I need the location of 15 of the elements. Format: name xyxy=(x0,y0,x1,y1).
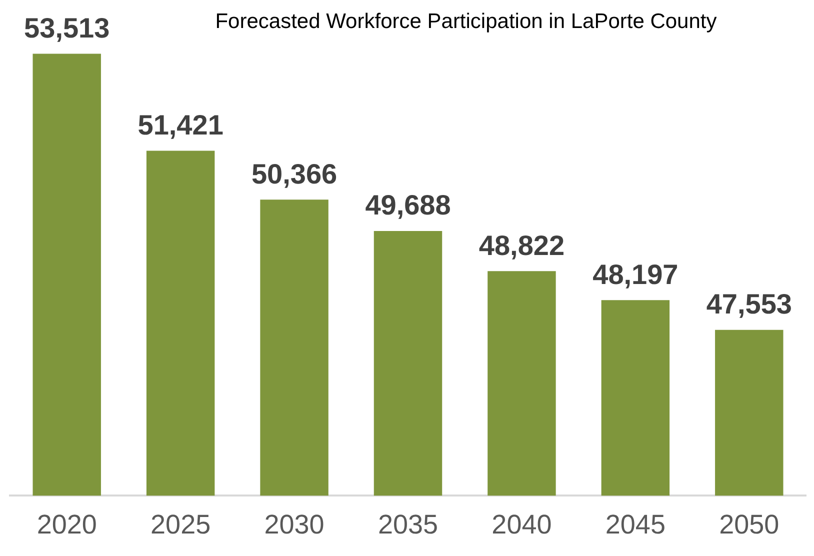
data-label: 48,822 xyxy=(478,230,565,261)
data-label: 48,197 xyxy=(592,258,678,290)
data-label: 51,421 xyxy=(138,109,224,140)
data-label: 50,366 xyxy=(251,158,338,190)
x-tick-label: 2035 xyxy=(378,509,438,540)
chart-title: Forecasted Workforce Participation in LaPorte County xyxy=(215,10,718,33)
data-label: 49,688 xyxy=(365,190,451,221)
x-tick-label: 2020 xyxy=(36,509,97,540)
data-label: 47,553 xyxy=(706,288,792,320)
x-tick-label: 2045 xyxy=(605,509,666,540)
x-tick-label: 2030 xyxy=(264,509,324,540)
data-label: 53,513 xyxy=(24,12,110,44)
x-tick-label: 2050 xyxy=(719,509,780,540)
x-tick-label: 2025 xyxy=(150,509,211,540)
x-tick-label: 2040 xyxy=(492,509,552,540)
